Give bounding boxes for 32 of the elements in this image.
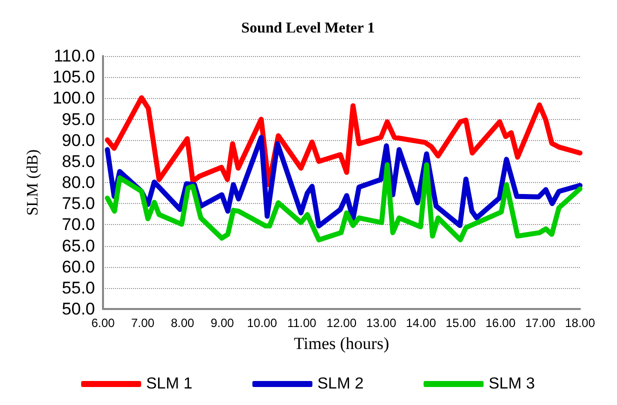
y-tick-label: 85.0 [62,152,95,171]
y-tick-label: 90.0 [62,130,95,150]
x-tick-label: 10.00 [246,316,278,330]
x-tick-label: 11.00 [287,316,317,330]
legend-label: SLM 3 [488,376,535,392]
x-tick-label: 7.00 [131,316,155,330]
y-tick-label: 95.0 [62,110,95,129]
y-tick-label: 80.0 [62,173,95,192]
y-tick-label: 60.0 [62,257,95,276]
y-tick-label: 50.0 [62,300,95,318]
x-tick-label: 13.00 [366,316,397,330]
x-tick-label: 17.00 [525,316,556,330]
x-tick-label: 16.00 [485,316,516,330]
x-tick-label: 8.00 [170,316,194,330]
x-tick-label: 9.00 [210,316,234,330]
y-tick-label: 55.0 [62,278,95,298]
y-tick-label: 70.0 [62,215,95,234]
x-tick-label: 12.00 [326,316,357,330]
y-tick-label: 110.0 [54,46,95,66]
chart-title: Sound Level Meter 1 [241,20,375,36]
y-tick-label: 100.0 [52,88,95,108]
y-tick-label: 105.0 [52,68,95,87]
legend-label: SLM 2 [317,376,364,392]
y-axis-title: SLM (dB) [24,149,42,216]
y-tick-label: 75.0 [62,194,95,214]
x-tick-label: 6.00 [91,316,115,330]
x-tick-label: 14.00 [406,316,436,330]
legend-label: SLM 1 [146,376,192,392]
y-tick-label: 65.0 [62,236,95,256]
x-tick-label: 18.00 [564,316,596,330]
x-axis-title: Times (hours) [294,334,390,353]
x-tick-label: 15.00 [446,316,476,330]
